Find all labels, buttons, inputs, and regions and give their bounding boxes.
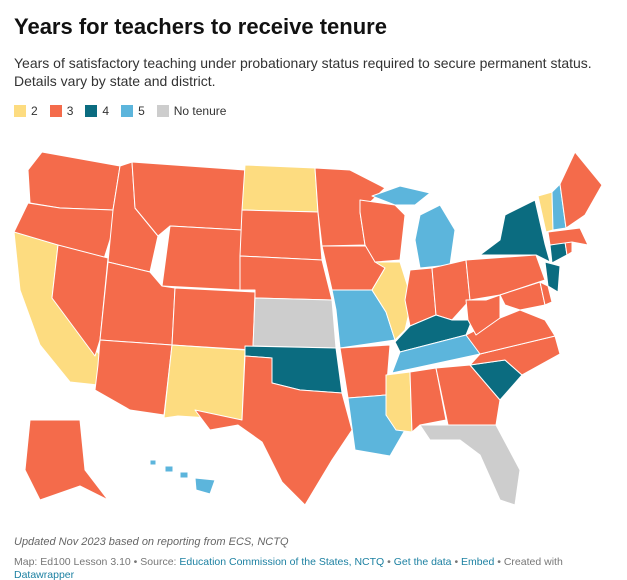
state	[131, 161, 246, 237]
source-link[interactable]: Education Commission of the States, NCTQ	[179, 556, 385, 568]
state	[544, 261, 561, 293]
legend-swatch	[14, 105, 26, 117]
state	[194, 355, 353, 506]
state	[435, 364, 501, 426]
title: Years for teachers to receive tenure	[14, 14, 387, 39]
legend-item: No tenure	[156, 104, 227, 118]
legend-label: 5	[138, 104, 145, 118]
state	[479, 199, 551, 263]
state	[559, 151, 603, 229]
state	[94, 339, 173, 416]
legend-item: 5	[121, 104, 145, 118]
state	[163, 344, 246, 421]
state	[409, 367, 447, 433]
state	[385, 371, 413, 433]
state	[51, 244, 109, 357]
state	[252, 297, 337, 349]
legend-label: 3	[66, 104, 74, 118]
state	[171, 287, 256, 351]
state	[539, 281, 553, 306]
legend-item: 2	[14, 104, 38, 118]
legend-item: 3	[49, 104, 74, 118]
state	[27, 151, 121, 211]
legend-swatch	[85, 105, 98, 117]
state	[419, 424, 521, 506]
state	[339, 344, 391, 399]
map	[13, 151, 603, 506]
embed-link[interactable]: Embed	[461, 556, 495, 568]
state	[499, 281, 546, 311]
state	[431, 259, 471, 321]
legend-swatch	[121, 105, 134, 117]
state	[161, 225, 243, 291]
get-data-link[interactable]: Get the data	[393, 556, 452, 568]
credit-text: Map: Ed100 Lesson 3.10 • Source:	[14, 556, 180, 568]
created-text: Created with	[503, 556, 563, 568]
legend-swatch	[156, 105, 169, 117]
state	[24, 419, 109, 501]
state	[465, 294, 501, 336]
state	[241, 164, 319, 213]
state	[359, 199, 406, 263]
legend-label: 2	[31, 104, 38, 118]
state	[149, 459, 216, 495]
subtitle: Years of satisfactory teaching under pro…	[14, 55, 592, 89]
legend-label: No tenure	[173, 104, 227, 118]
state	[239, 209, 323, 261]
datawrapper-link[interactable]: Datawrapper	[14, 569, 75, 580]
update-note: Updated Nov 2023 based on reporting from…	[14, 536, 289, 548]
legend-item: 4	[85, 104, 109, 118]
legend-label: 4	[102, 104, 110, 118]
state	[371, 261, 413, 341]
legend-swatch	[49, 105, 62, 117]
state	[547, 227, 589, 246]
credit: Map: Ed100 Lesson 3.10 • Source: Educati…	[14, 556, 563, 580]
legend: 2 3 4 5 No tenure	[14, 104, 226, 118]
